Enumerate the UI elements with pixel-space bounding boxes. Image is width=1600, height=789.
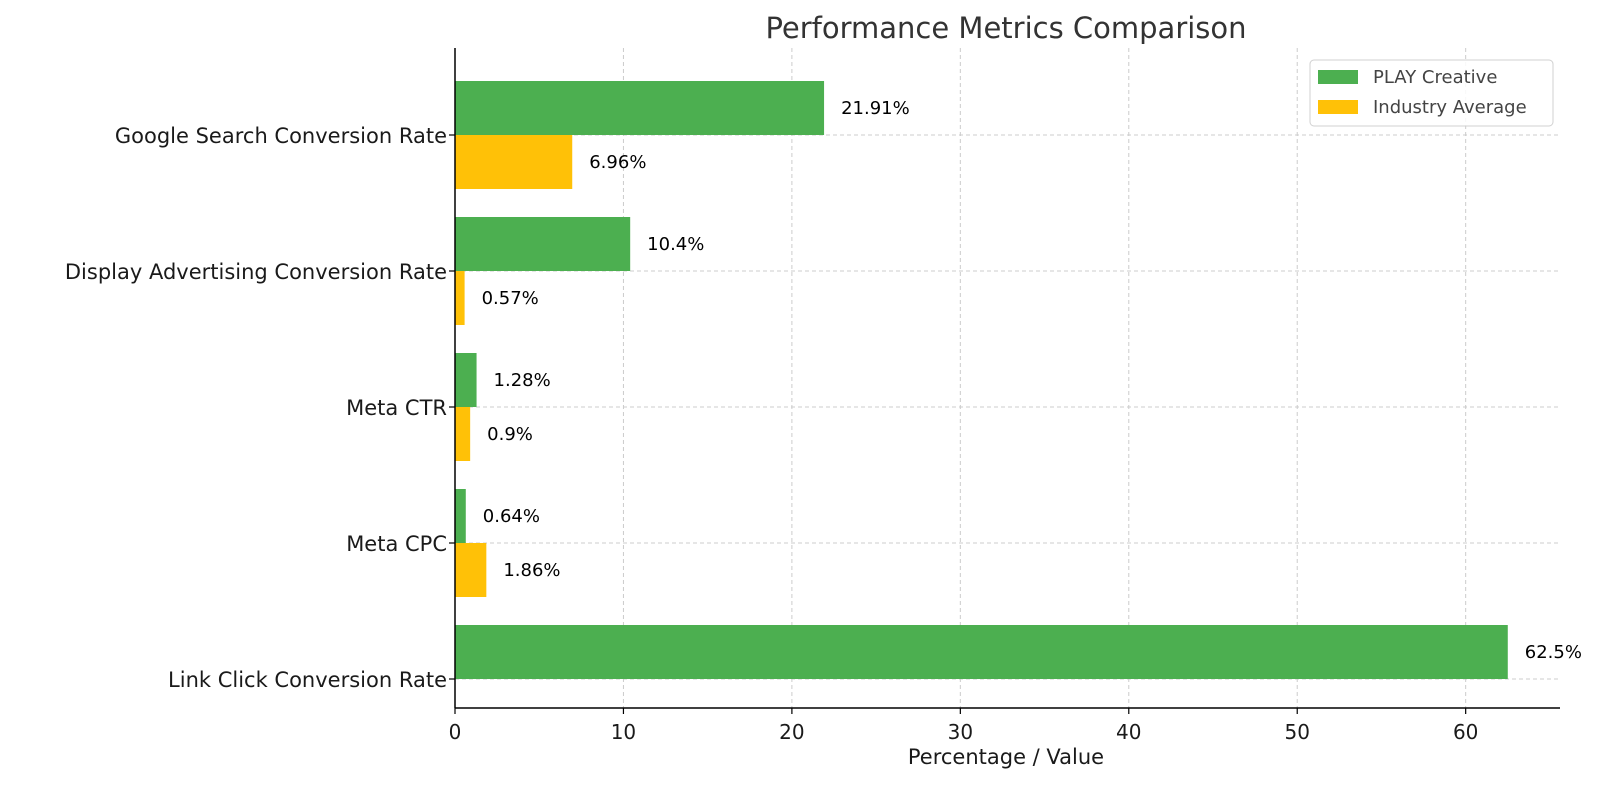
data-label-play-creative-display-advertising-conversion-rate: 10.4%	[647, 234, 704, 255]
x-axis-label: Percentage / Value	[908, 745, 1104, 769]
bars	[455, 81, 1508, 679]
bar-play-creative-meta-cpc	[455, 489, 466, 543]
bar-industry-average-meta-ctr	[455, 407, 471, 461]
legend-label-industry-average: Industry Average	[1373, 97, 1527, 118]
category-label-meta-cpc: Meta CPC	[346, 532, 447, 556]
category-label-meta-ctr: Meta CTR	[346, 396, 447, 420]
legend: PLAY Creative Industry Average	[1309, 59, 1554, 127]
legend-label-play-creative: PLAY Creative	[1373, 67, 1497, 88]
bar-industry-average-meta-cpc	[455, 543, 487, 597]
data-label-industry-average-google-search-conversion-rate: 6.96%	[589, 152, 646, 173]
data-label-play-creative-link-click-conversion-rate: 62.5%	[1525, 642, 1582, 663]
x-tick-label: 20	[779, 720, 804, 744]
legend-swatch-industry-average	[1318, 100, 1358, 114]
data-label-play-creative-meta-ctr: 1.28%	[494, 370, 551, 391]
bar-play-creative-google-search-conversion-rate	[455, 81, 825, 135]
data-label-industry-average-meta-ctr: 0.9%	[487, 424, 533, 445]
bar-play-creative-link-click-conversion-rate	[455, 625, 1508, 679]
category-label-google-search-conversion-rate: Google Search Conversion Rate	[115, 124, 447, 148]
chart-title: Performance Metrics Comparison	[765, 11, 1246, 45]
legend-box	[1309, 59, 1554, 127]
x-tick-label: 50	[1284, 720, 1309, 744]
bar-play-creative-meta-ctr	[455, 353, 477, 407]
data-labels: 21.91% 10.4% 1.28% 0.64% 62.5% 6.96% 0.57% 0.9%…	[482, 98, 1582, 663]
data-label-play-creative-google-search-conversion-rate: 21.91%	[841, 98, 910, 119]
bar-industry-average-google-search-conversion-rate	[455, 135, 573, 189]
axis-ticks: 0 10 20 30 40 50 60 Google Search Conversion Ra…	[65, 124, 1479, 744]
data-label-industry-average-display-advertising-conversion-rate: 0.57%	[482, 288, 539, 309]
x-tick-label: 60	[1453, 720, 1478, 744]
data-label-play-creative-meta-cpc: 0.64%	[483, 506, 540, 527]
x-tick-label: 40	[1116, 720, 1141, 744]
axes	[454, 48, 1560, 709]
data-label-industry-average-meta-cpc: 1.86%	[503, 560, 560, 581]
x-tick-label: 30	[948, 720, 973, 744]
x-tick-label: 0	[449, 720, 462, 744]
x-tick-label: 10	[611, 720, 636, 744]
bar-play-creative-display-advertising-conversion-rate	[455, 217, 631, 271]
category-label-display-advertising-conversion-rate: Display Advertising Conversion Rate	[65, 260, 447, 284]
category-label-link-click-conversion-rate: Link Click Conversion Rate	[168, 668, 447, 692]
grid-lines	[455, 48, 1560, 708]
bar-industry-average-display-advertising-conversion-rate	[455, 271, 465, 325]
legend-swatch-play-creative	[1318, 70, 1358, 84]
